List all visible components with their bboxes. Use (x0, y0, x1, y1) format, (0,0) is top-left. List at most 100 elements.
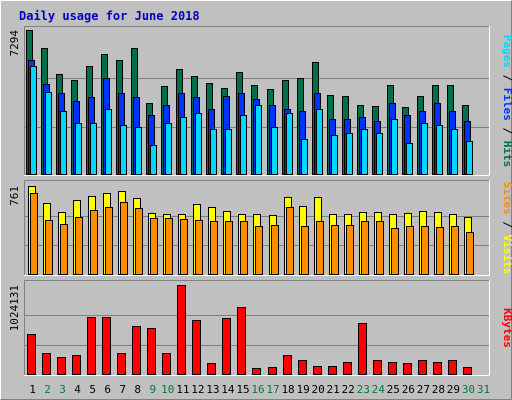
bar-pages-day-29 (451, 129, 458, 175)
day-label-3: 3 (59, 383, 66, 396)
bar-kbytes-day-6 (102, 317, 111, 375)
bar-kbytes-day-11 (177, 285, 186, 375)
bar-sites-day-25 (391, 228, 399, 275)
bar-kbytes-day-10 (162, 353, 171, 375)
bar-sites-day-30 (466, 232, 474, 275)
series-label-kbytes: KBytes (501, 308, 512, 348)
bar-pages-day-14 (225, 129, 232, 175)
day-label-8: 8 (134, 383, 141, 396)
bar-kbytes-day-18 (283, 355, 292, 375)
bar-pages-day-12 (195, 113, 202, 175)
bar-pages-day-19 (301, 139, 308, 175)
bar-kbytes-day-3 (57, 357, 66, 375)
day-label-1: 1 (29, 383, 36, 396)
bar-kbytes-day-30 (463, 367, 472, 375)
day-label-27: 27 (417, 383, 430, 396)
series-label-sites: Sites (501, 182, 512, 215)
day-label-5: 5 (89, 383, 96, 396)
day-label-18: 18 (281, 383, 294, 396)
bar-pages-day-13 (210, 129, 217, 175)
bar-sites-day-21 (331, 225, 339, 275)
bar-sites-day-20 (316, 221, 324, 275)
day-label-10: 10 (161, 383, 174, 396)
day-label-23: 23 (357, 383, 370, 396)
bar-kbytes-day-25 (388, 362, 397, 375)
bar-sites-day-15 (240, 221, 248, 275)
day-label-12: 12 (191, 383, 204, 396)
bar-pages-day-16 (255, 105, 262, 175)
bar-kbytes-day-9 (147, 328, 156, 375)
bar-pages-day-30 (466, 141, 473, 175)
bar-pages-day-18 (286, 113, 293, 175)
day-label-15: 15 (236, 383, 249, 396)
bar-sites-day-14 (225, 221, 233, 275)
bar-sites-day-29 (451, 226, 459, 275)
bar-pages-day-24 (376, 133, 383, 175)
series-label-hits: Hits (501, 141, 512, 168)
bar-pages-day-21 (331, 135, 338, 175)
bar-kbytes-day-20 (313, 366, 322, 375)
day-label-24: 24 (372, 383, 386, 396)
day-label-6: 6 (104, 383, 111, 396)
bar-sites-day-3 (60, 224, 68, 275)
bar-kbytes-day-26 (403, 363, 412, 375)
bar-pages-day-2 (45, 92, 52, 175)
bar-pages-day-3 (60, 111, 67, 175)
series-label-separator: / (501, 121, 512, 141)
panel-traffic-series-label: Pages / Files / Hits (501, 35, 512, 168)
day-label-29: 29 (447, 383, 460, 396)
bar-sites-day-6 (105, 207, 113, 275)
bar-pages-day-5 (90, 123, 97, 175)
bar-pages-day-1 (30, 66, 37, 175)
panel-volume: 1024131 KBytes (8, 280, 512, 376)
panel-visitors: 761 Sites / Visits (8, 180, 512, 276)
day-label-20: 20 (312, 383, 325, 396)
bar-pages-day-26 (406, 143, 413, 175)
bar-pages-day-25 (391, 119, 398, 175)
bar-kbytes-day-14 (222, 318, 231, 375)
day-label-7: 7 (119, 383, 126, 396)
bar-sites-day-4 (75, 217, 83, 275)
bar-kbytes-day-28 (433, 362, 442, 375)
bar-sites-day-23 (361, 221, 369, 275)
bar-pages-day-28 (436, 125, 443, 175)
bar-kbytes-day-8 (132, 326, 141, 375)
bar-pages-day-8 (135, 127, 142, 175)
day-label-25: 25 (387, 383, 400, 396)
chart-title: Daily usage for June 2018 (19, 9, 200, 23)
bar-sites-day-12 (195, 220, 203, 275)
panel-visitors-ymax-label: 761 (8, 186, 21, 206)
bar-sites-day-13 (210, 221, 218, 275)
series-label-separator: / (501, 215, 512, 235)
bar-kbytes-day-17 (268, 367, 277, 375)
series-label-visits: Visits (501, 235, 512, 275)
bar-kbytes-day-12 (192, 320, 201, 375)
day-label-13: 13 (206, 383, 219, 396)
series-label-files: Files (501, 88, 512, 121)
bar-pages-day-15 (240, 115, 247, 175)
bar-sites-day-9 (150, 218, 158, 275)
day-label-16: 16 (251, 383, 264, 396)
day-label-26: 26 (402, 383, 415, 396)
bar-kbytes-day-16 (252, 368, 261, 375)
day-label-22: 22 (342, 383, 355, 396)
bar-sites-day-27 (421, 226, 429, 275)
bar-kbytes-day-5 (87, 317, 96, 375)
bar-kbytes-day-29 (448, 360, 457, 375)
day-label-31: 31 (477, 383, 490, 396)
panel-traffic: 7294 Pages / Files / Hits (8, 26, 512, 176)
bar-sites-day-5 (90, 210, 98, 275)
bar-kbytes-day-27 (418, 360, 427, 375)
panel-volume-area (24, 280, 490, 376)
bar-pages-day-7 (120, 125, 127, 175)
panel-traffic-ymax-label: 7294 (8, 30, 21, 57)
day-label-2: 2 (44, 383, 51, 396)
day-label-21: 21 (327, 383, 340, 396)
bar-kbytes-day-1 (27, 334, 36, 375)
bar-sites-day-1 (30, 193, 38, 275)
day-label-11: 11 (176, 383, 189, 396)
bar-kbytes-day-4 (72, 355, 81, 375)
series-label-separator: / (501, 68, 512, 88)
